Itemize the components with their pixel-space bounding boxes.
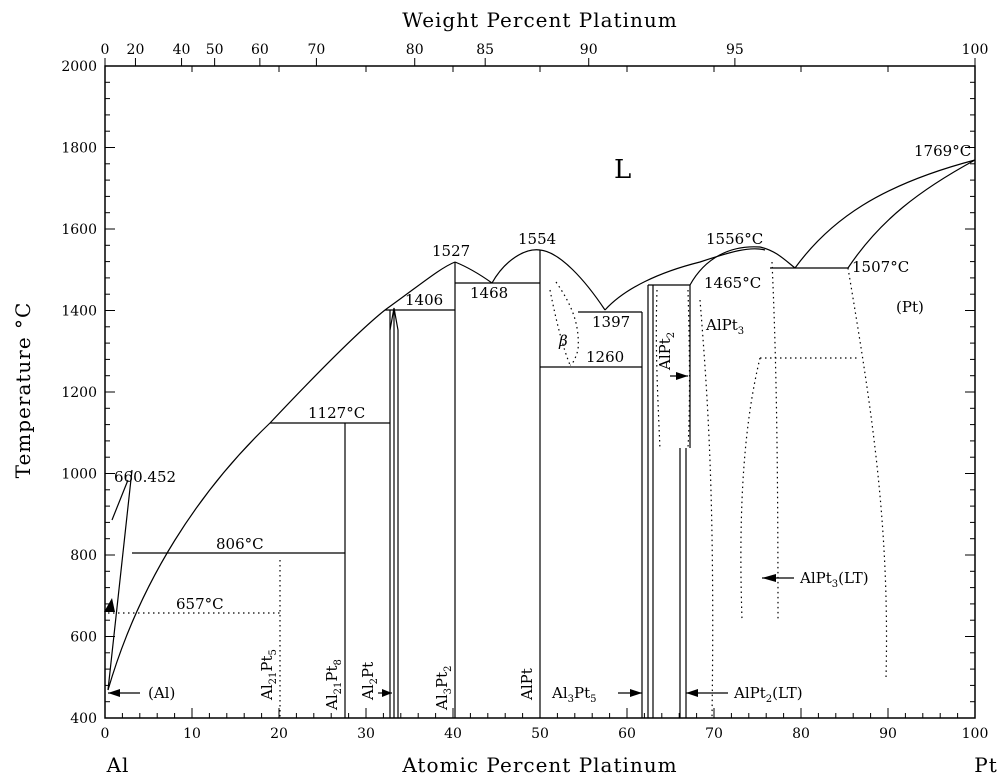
alpt-vertical-label: AlPt xyxy=(518,668,536,701)
alpt3-label: AlPt3 xyxy=(705,316,744,337)
alpt2-vertical-label: AlPt2 xyxy=(656,332,677,371)
alpt2-arrowhead xyxy=(676,372,688,380)
y-tick-label: 800 xyxy=(70,548,97,564)
dotted-boundaries xyxy=(108,261,888,719)
y-tick-label: 1600 xyxy=(61,222,97,238)
al-phase-label: (Al) xyxy=(148,684,175,702)
top-tick-label: 40 xyxy=(173,42,191,58)
beta-label: β xyxy=(558,332,568,350)
alpt3-left xyxy=(740,357,761,621)
top-tick-label: 60 xyxy=(251,42,269,58)
al-melt-pointer xyxy=(111,479,129,521)
x-tick-label: 40 xyxy=(444,726,462,742)
temp-1556: 1556°C xyxy=(706,230,763,248)
al3pt5-label: Al3Pt5 xyxy=(551,684,597,705)
x-tick-label: 30 xyxy=(357,726,375,742)
al21pt5-label: Al21Pt5 xyxy=(258,649,279,701)
y-tick-label: 2000 xyxy=(61,59,97,75)
alpt2-dotted-a xyxy=(655,289,661,451)
temp-1397: 1397 xyxy=(592,313,630,331)
al-phase-arrowhead xyxy=(108,689,120,697)
temp-1406: 1406 xyxy=(405,291,443,309)
alpt3-lt-arrowhead xyxy=(762,574,776,582)
left-axis-title: Temperature °C xyxy=(11,302,35,479)
al21pt8-label: Al21Pt8 xyxy=(323,659,344,711)
temp-1507: 1507°C xyxy=(852,258,909,276)
x-tick-label: 0 xyxy=(101,726,110,742)
temp-1465: 1465°C xyxy=(704,274,761,292)
x-tick-label: 60 xyxy=(618,726,636,742)
x-tick-label: 20 xyxy=(270,726,288,742)
temp-1527: 1527 xyxy=(432,242,470,260)
top-tick-label: 90 xyxy=(580,42,598,58)
liquid-label: L xyxy=(614,155,631,185)
x-tick-label: 10 xyxy=(183,726,201,742)
phase-boundaries xyxy=(107,159,976,718)
solidus-pt-side xyxy=(847,159,976,269)
y-tick-label: 1000 xyxy=(61,467,97,483)
right-element-label: Pt xyxy=(974,753,998,777)
alpt3-dome xyxy=(689,246,796,286)
temp-660: 660.452 xyxy=(114,468,176,486)
top-tick-label: 80 xyxy=(406,42,424,58)
x-tick-label: 90 xyxy=(879,726,897,742)
alpt3-lt-label: AlPt3(LT) xyxy=(799,569,869,590)
pointer-arrows xyxy=(104,372,794,697)
y-tick-label: 1400 xyxy=(61,304,97,320)
top-tick-label: 0 xyxy=(101,42,110,58)
al3pt2-label: Al3Pt2 xyxy=(433,665,454,711)
al2pt-dome xyxy=(389,307,399,718)
left-element-label: Al xyxy=(106,753,130,777)
top-tick-label: 20 xyxy=(127,42,145,58)
axis-ticks xyxy=(104,58,976,719)
liquidus-pt-side xyxy=(794,159,976,269)
bottom-axis-title: Atomic Percent Platinum xyxy=(401,753,677,777)
al2pt-label: Al2Pt xyxy=(359,662,380,701)
liquidus-1468-1554 xyxy=(491,249,606,311)
y-tick-label: 600 xyxy=(70,630,97,646)
liquidus-1397-1556 xyxy=(604,248,766,311)
alpt3-right xyxy=(771,261,779,621)
temp-1554: 1554 xyxy=(518,230,556,248)
x-tick-label: 100 xyxy=(962,726,989,742)
al-corner-marker xyxy=(104,598,115,612)
alpt2-lt-arrowhead xyxy=(686,689,698,697)
y-tick-label: 400 xyxy=(70,711,97,727)
x-tick-label: 80 xyxy=(792,726,810,742)
beta-region xyxy=(549,281,579,366)
x-tick-label: 70 xyxy=(705,726,723,742)
pt-solvus xyxy=(847,267,888,679)
al-solvus xyxy=(107,469,133,691)
top-tick-label: 50 xyxy=(206,42,224,58)
top-axis-title: Weight Percent Platinum xyxy=(402,8,677,32)
al3pt5-arrowhead xyxy=(630,689,642,697)
x-tick-label: 50 xyxy=(531,726,549,742)
top-tick-label: 70 xyxy=(307,42,325,58)
temp-806: 806°C xyxy=(216,535,264,553)
phase-labels: L (Pt) (Al) β 660.452 657°C 806°C 1127°C… xyxy=(114,142,971,711)
temp-1468: 1468 xyxy=(470,284,508,302)
al2pt-arrowhead xyxy=(382,689,392,697)
liquidus-1527-1468 xyxy=(454,261,493,284)
temp-657: 657°C xyxy=(176,595,224,613)
alpt2-dotted-b xyxy=(687,289,691,449)
y-tick-label: 1200 xyxy=(61,385,97,401)
alpt2-lt-dotted xyxy=(699,299,714,719)
temp-1127: 1127°C xyxy=(308,404,365,422)
top-tick-label: 100 xyxy=(962,42,989,58)
temp-1769: 1769°C xyxy=(914,142,971,160)
y-tick-label: 1800 xyxy=(61,141,97,157)
axis-tick-labels: 0 10 20 30 40 50 60 70 80 90 100400600800100012001… xyxy=(61,42,988,742)
pt-phase-label: (Pt) xyxy=(896,298,924,316)
top-tick-label: 85 xyxy=(476,42,494,58)
liquidus-al-side xyxy=(107,261,456,691)
top-tick-label: 95 xyxy=(726,42,744,58)
alpt2-lt-label: AlPt2(LT) xyxy=(733,684,803,705)
temp-1260: 1260 xyxy=(586,348,624,366)
